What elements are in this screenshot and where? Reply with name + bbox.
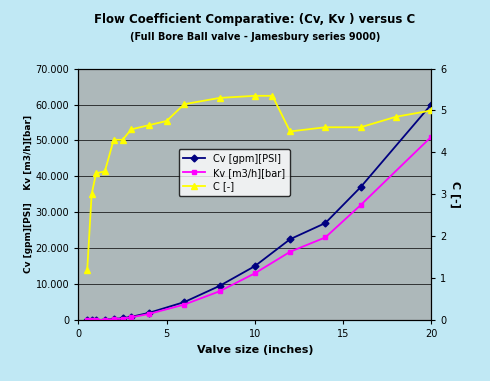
- C [-]: [102, 169, 108, 174]
- C [-]: [164, 119, 170, 123]
- Kv [m3/h][bar]: [252, 271, 258, 275]
- C [-]: [84, 267, 90, 272]
- Cv [gpm][PSI]: [252, 264, 258, 269]
- Cv [gpm][PSI]: [287, 237, 293, 242]
- Line: Kv [m3/h][bar]: Kv [m3/h][bar]: [85, 134, 434, 322]
- Cv [gpm][PSI]: [84, 318, 90, 322]
- C [-]: [270, 94, 275, 98]
- Cv [gpm][PSI]: [146, 311, 152, 315]
- C [-]: [111, 138, 117, 142]
- Cv [gpm][PSI]: [102, 317, 108, 322]
- C [-]: [128, 127, 134, 132]
- Cv [gpm][PSI]: [181, 300, 187, 304]
- Line: C [-]: C [-]: [84, 92, 435, 273]
- Cv [gpm][PSI]: [120, 316, 125, 320]
- C [-]: [181, 102, 187, 107]
- Legend: Cv [gpm][PSI], Kv [m3/h][bar], C [-]: Cv [gpm][PSI], Kv [m3/h][bar], C [-]: [178, 149, 290, 196]
- C [-]: [252, 94, 258, 98]
- Cv [gpm][PSI]: [111, 317, 117, 321]
- Cv [gpm][PSI]: [128, 315, 134, 319]
- Line: Cv [gpm][PSI]: Cv [gpm][PSI]: [85, 102, 434, 322]
- Cv [gpm][PSI]: [322, 221, 328, 225]
- C [-]: [428, 108, 434, 113]
- Kv [m3/h][bar]: [89, 318, 95, 322]
- Kv [m3/h][bar]: [111, 317, 117, 322]
- Cv [gpm][PSI]: [93, 318, 99, 322]
- Kv [m3/h][bar]: [428, 134, 434, 139]
- Kv [m3/h][bar]: [358, 203, 364, 207]
- Kv [m3/h][bar]: [102, 317, 108, 322]
- C [-]: [287, 129, 293, 134]
- Cv [gpm][PSI]: [217, 283, 222, 288]
- Kv [m3/h][bar]: [287, 250, 293, 254]
- C [-]: [358, 125, 364, 130]
- Cv [gpm][PSI]: [89, 318, 95, 322]
- C [-]: [393, 115, 399, 119]
- Cv [gpm][PSI]: [358, 185, 364, 189]
- C [-]: [217, 96, 222, 100]
- Kv [m3/h][bar]: [181, 302, 187, 307]
- Kv [m3/h][bar]: [128, 315, 134, 320]
- C [-]: [120, 138, 125, 142]
- Text: (Full Bore Ball valve - Jamesbury series 9000): (Full Bore Ball valve - Jamesbury series…: [130, 32, 380, 42]
- C [-]: [93, 171, 99, 176]
- X-axis label: Valve size (inches): Valve size (inches): [196, 345, 313, 355]
- C [-]: [89, 192, 95, 197]
- Text: Flow Coefficient Comparative: (Cv, Kv ) versus C: Flow Coefficient Comparative: (Cv, Kv ) …: [94, 13, 416, 26]
- Kv [m3/h][bar]: [120, 316, 125, 321]
- Kv [m3/h][bar]: [217, 289, 222, 294]
- Y-axis label: C [-]: C [-]: [450, 181, 461, 208]
- Cv [gpm][PSI]: [428, 102, 434, 107]
- C [-]: [146, 123, 152, 128]
- C [-]: [322, 125, 328, 130]
- Kv [m3/h][bar]: [322, 235, 328, 240]
- Y-axis label: Cv [gpm][PSI]    Kv [m3/h][bar]: Cv [gpm][PSI] Kv [m3/h][bar]: [24, 115, 33, 274]
- Kv [m3/h][bar]: [146, 312, 152, 316]
- Kv [m3/h][bar]: [93, 318, 99, 322]
- Kv [m3/h][bar]: [84, 318, 90, 322]
